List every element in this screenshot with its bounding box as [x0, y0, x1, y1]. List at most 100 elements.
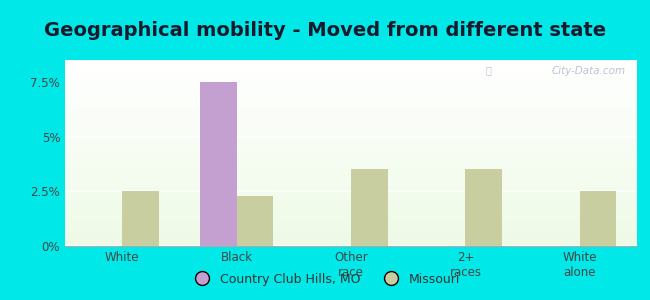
Bar: [65, 116, 637, 117]
Bar: [65, 60, 637, 61]
Bar: [65, 143, 637, 144]
Legend: Country Club Hills, MO, Missouri: Country Club Hills, MO, Missouri: [185, 268, 465, 291]
Bar: [65, 71, 637, 72]
Bar: [65, 192, 637, 193]
Bar: [65, 78, 637, 79]
Bar: [65, 171, 637, 172]
Bar: [65, 209, 637, 210]
Bar: [65, 95, 637, 96]
Bar: [65, 237, 637, 238]
Bar: [65, 91, 637, 92]
Bar: [65, 231, 637, 232]
Bar: [65, 212, 637, 214]
Bar: [65, 194, 637, 195]
Bar: [65, 180, 637, 181]
Bar: [65, 70, 637, 71]
Bar: [65, 176, 637, 177]
Bar: [65, 225, 637, 226]
Bar: [65, 165, 637, 166]
Bar: [65, 160, 637, 161]
Bar: [65, 169, 637, 170]
Bar: [65, 235, 637, 236]
Bar: [65, 156, 637, 157]
Bar: [65, 185, 637, 187]
Bar: [65, 89, 637, 90]
Bar: [65, 98, 637, 99]
Bar: [65, 69, 637, 70]
Bar: [351, 169, 387, 246]
Bar: [65, 112, 637, 113]
Bar: [65, 218, 637, 219]
Bar: [65, 173, 637, 174]
Bar: [65, 206, 637, 207]
Bar: [200, 82, 237, 246]
Bar: [65, 172, 637, 173]
Bar: [65, 115, 637, 116]
Bar: [65, 108, 637, 109]
Bar: [65, 63, 637, 64]
Bar: [65, 111, 637, 112]
Bar: [65, 152, 637, 153]
Bar: [65, 77, 637, 78]
Bar: [65, 105, 637, 106]
Bar: [65, 83, 637, 84]
Bar: [65, 140, 637, 141]
Bar: [65, 82, 637, 83]
Bar: [65, 118, 637, 119]
Bar: [65, 203, 637, 204]
Bar: [65, 109, 637, 110]
Bar: [65, 238, 637, 239]
Bar: [65, 126, 637, 127]
Bar: [65, 158, 637, 159]
Bar: [65, 214, 637, 215]
Bar: [65, 128, 637, 129]
Bar: [65, 129, 637, 130]
Bar: [65, 146, 637, 147]
Bar: [65, 135, 637, 136]
Bar: [65, 139, 637, 140]
Bar: [65, 103, 637, 104]
Bar: [65, 224, 637, 225]
Bar: [65, 96, 637, 97]
Bar: [65, 211, 637, 212]
Bar: [65, 220, 637, 221]
Bar: [65, 122, 637, 123]
Bar: [65, 184, 637, 185]
Bar: [65, 73, 637, 74]
Bar: [65, 79, 637, 80]
Bar: [65, 170, 637, 171]
Bar: [65, 215, 637, 216]
Bar: [65, 151, 637, 152]
Bar: [65, 204, 637, 205]
Bar: [65, 161, 637, 162]
Bar: [65, 142, 637, 143]
Bar: [65, 123, 637, 124]
Bar: [65, 187, 637, 188]
Bar: [65, 87, 637, 88]
Bar: [65, 177, 637, 178]
Bar: [65, 163, 637, 164]
Bar: [65, 175, 637, 176]
Bar: [65, 127, 637, 128]
Bar: [65, 228, 637, 229]
Bar: [65, 182, 637, 183]
Bar: [65, 133, 637, 134]
Bar: [65, 168, 637, 169]
Bar: [65, 88, 637, 89]
Text: City-Data.com: City-Data.com: [551, 66, 625, 76]
Bar: [65, 205, 637, 206]
Bar: [65, 236, 637, 237]
Bar: [65, 106, 637, 107]
Bar: [65, 90, 637, 91]
Bar: [65, 80, 637, 81]
Bar: [65, 148, 637, 149]
Bar: [65, 210, 637, 211]
Bar: [65, 207, 637, 208]
Bar: [65, 229, 637, 230]
Bar: [65, 125, 637, 126]
Bar: [65, 107, 637, 108]
Bar: [65, 208, 637, 209]
Bar: [65, 174, 637, 175]
Bar: [65, 119, 637, 120]
Bar: [65, 120, 637, 122]
